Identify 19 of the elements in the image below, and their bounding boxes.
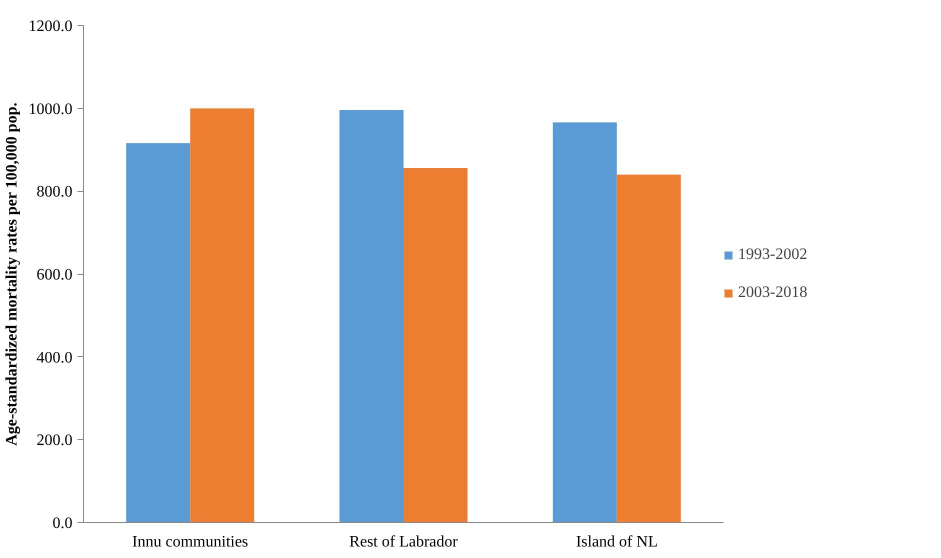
legend-label: 2003-2018 — [738, 284, 808, 302]
y-tick-label: 0.0 — [52, 515, 72, 532]
x-tick-label: Innu communities — [132, 534, 248, 550]
y-tick-label: 1000.0 — [28, 100, 72, 118]
y-tick-label: 800.0 — [36, 184, 72, 201]
y-axis-title: Age-standardized mortality rates per 100,000 pop. — [4, 102, 20, 446]
y-tick-label: 400.0 — [36, 349, 72, 366]
y-tick-label: 200.0 — [36, 432, 72, 450]
bar — [340, 110, 404, 522]
bar — [616, 174, 681, 522]
legend-label: 1993-2002 — [738, 246, 808, 264]
y-tick-label: 600.0 — [36, 266, 72, 284]
x-tick-label: Rest of Labrador — [349, 534, 458, 550]
bar — [190, 108, 254, 522]
bar — [126, 143, 190, 522]
bar — [552, 122, 617, 522]
x-tick-label: Island of NL — [576, 534, 658, 550]
bar — [404, 168, 468, 522]
y-tick-label: 1200.0 — [28, 18, 72, 35]
